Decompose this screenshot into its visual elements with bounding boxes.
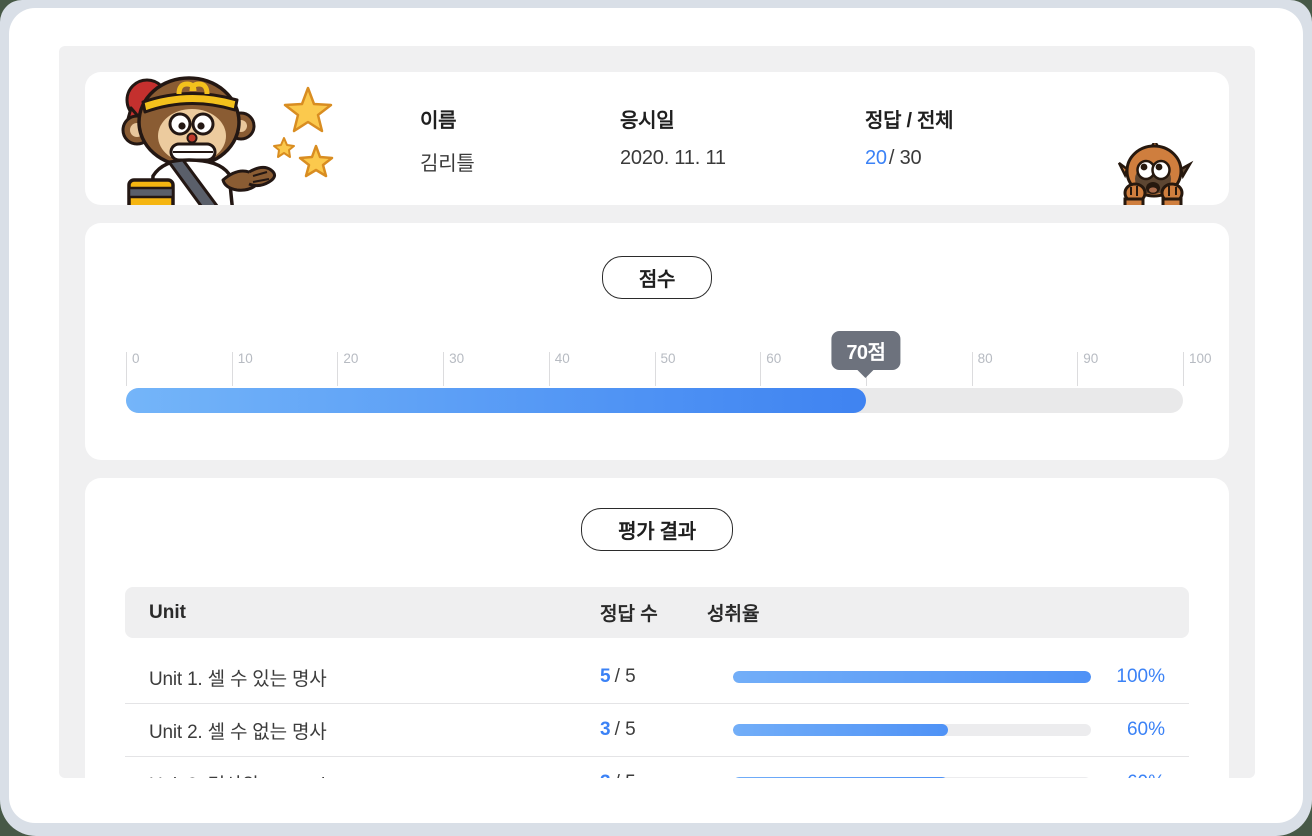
- ratio-label: 정답 / 전체: [865, 110, 954, 132]
- total-count: / 30: [888, 147, 922, 169]
- unit-name: Unit 1. 셀 수 있는 명사: [149, 668, 327, 690]
- result-table: Unit 정답 수 성취율 Unit 1. 셀 수 있는 명사 5/ 5 100…: [125, 587, 1189, 778]
- score-gauge-fill: [126, 388, 866, 413]
- tick-label: 60: [766, 351, 782, 366]
- correct-count-cell: 3/ 5: [600, 719, 636, 740]
- tick-label: 30: [449, 351, 465, 366]
- peeking-monkey-icon: [1111, 143, 1197, 205]
- score-tooltip: 70점: [831, 331, 901, 370]
- tick-line: [1077, 352, 1079, 386]
- tick-label: 90: [1083, 351, 1099, 366]
- unit-name: Unit 3. 명사와 a, an, the: [149, 770, 600, 779]
- achievement-bar-fill: [733, 724, 948, 736]
- tick-label: 0: [132, 351, 140, 366]
- table-row: Unit 1. 셀 수 있는 명사 5/ 5 100%: [125, 651, 1189, 704]
- result-card: 평가 결과 Unit 정답 수 성취율 Unit 1. 셀 수 있는 명사 5/…: [85, 478, 1229, 778]
- tick-label: 100: [1189, 351, 1212, 366]
- monkey-king-figure: [121, 76, 276, 205]
- achievement-bar-track: [733, 724, 1091, 736]
- tick-line: [654, 352, 656, 386]
- name-value: 김리틀: [420, 153, 475, 175]
- result-badge: 평가 결과: [581, 508, 733, 551]
- achievement-bar-track: [733, 777, 1091, 778]
- unit-name: Unit 2. 셀 수 없는 명사: [149, 721, 327, 743]
- correct-count: 20: [865, 147, 887, 169]
- mascot-monkey-icon: [103, 64, 339, 205]
- tick-label: 10: [237, 351, 253, 366]
- achievement-percent: 60%: [1126, 719, 1165, 740]
- student-info-card: 이름 김리틀 응시일 2020. 11. 11 정답 / 전체 20/ 30: [85, 72, 1229, 205]
- achievement-bar-track: [733, 671, 1091, 683]
- tick-line: [971, 352, 973, 386]
- tick-label: 40: [554, 351, 570, 366]
- tick-line: [760, 352, 762, 386]
- score-gauge-track: [126, 388, 1183, 413]
- table-row: Unit 2. 셀 수 없는 명사 3/ 5 60%: [125, 704, 1189, 757]
- name-label: 이름: [420, 110, 457, 132]
- tick-line: [337, 352, 339, 386]
- score-card: 점수 0 10 20 30: [85, 223, 1229, 460]
- date-value: 2020. 11. 11: [620, 147, 726, 169]
- score-badge: 점수: [601, 256, 713, 299]
- score-ruler: 0 10 20 30 40 50 60 80 90 100 70점: [126, 331, 1212, 440]
- table-header-row: Unit 정답 수 성취율: [125, 587, 1189, 638]
- achievement-bar-fill: [733, 671, 1091, 683]
- sparkle-stars-icon: [273, 86, 334, 178]
- tick-label: 80: [977, 351, 993, 366]
- date-label: 응시일: [620, 110, 675, 132]
- correct-count-cell: 5/ 5: [600, 666, 636, 687]
- achievement-bar-fill: [733, 777, 948, 778]
- tick-label: 50: [660, 351, 676, 366]
- tick-line: [548, 352, 550, 386]
- table-row: Unit 3. 명사와 a, an, the 3/ 5 60%: [125, 757, 1189, 778]
- column-header-unit: Unit: [149, 601, 186, 623]
- student-name-field: 이름 김리틀: [420, 104, 475, 176]
- ratio-value: 20/ 30: [865, 147, 953, 170]
- exam-date-field: 응시일 2020. 11. 11: [620, 104, 726, 170]
- achievement-percent: 60%: [1091, 772, 1165, 778]
- correct-total-field: 정답 / 전체 20/ 30: [865, 104, 953, 170]
- tick-label: 20: [343, 351, 359, 366]
- tick-line: [231, 352, 233, 386]
- column-header-correct: 정답 수: [600, 604, 658, 625]
- tick-line: [126, 352, 127, 386]
- report-page: 이름 김리틀 응시일 2020. 11. 11 정답 / 전체 20/ 30: [9, 8, 1303, 823]
- correct-count-cell: 3/ 5: [600, 772, 733, 778]
- tick-line: [1183, 352, 1184, 386]
- tick-line: [443, 352, 445, 386]
- report-body: 이름 김리틀 응시일 2020. 11. 11 정답 / 전체 20/ 30: [59, 46, 1255, 778]
- column-header-rate: 성취율: [707, 604, 760, 625]
- achievement-percent: 100%: [1116, 666, 1165, 687]
